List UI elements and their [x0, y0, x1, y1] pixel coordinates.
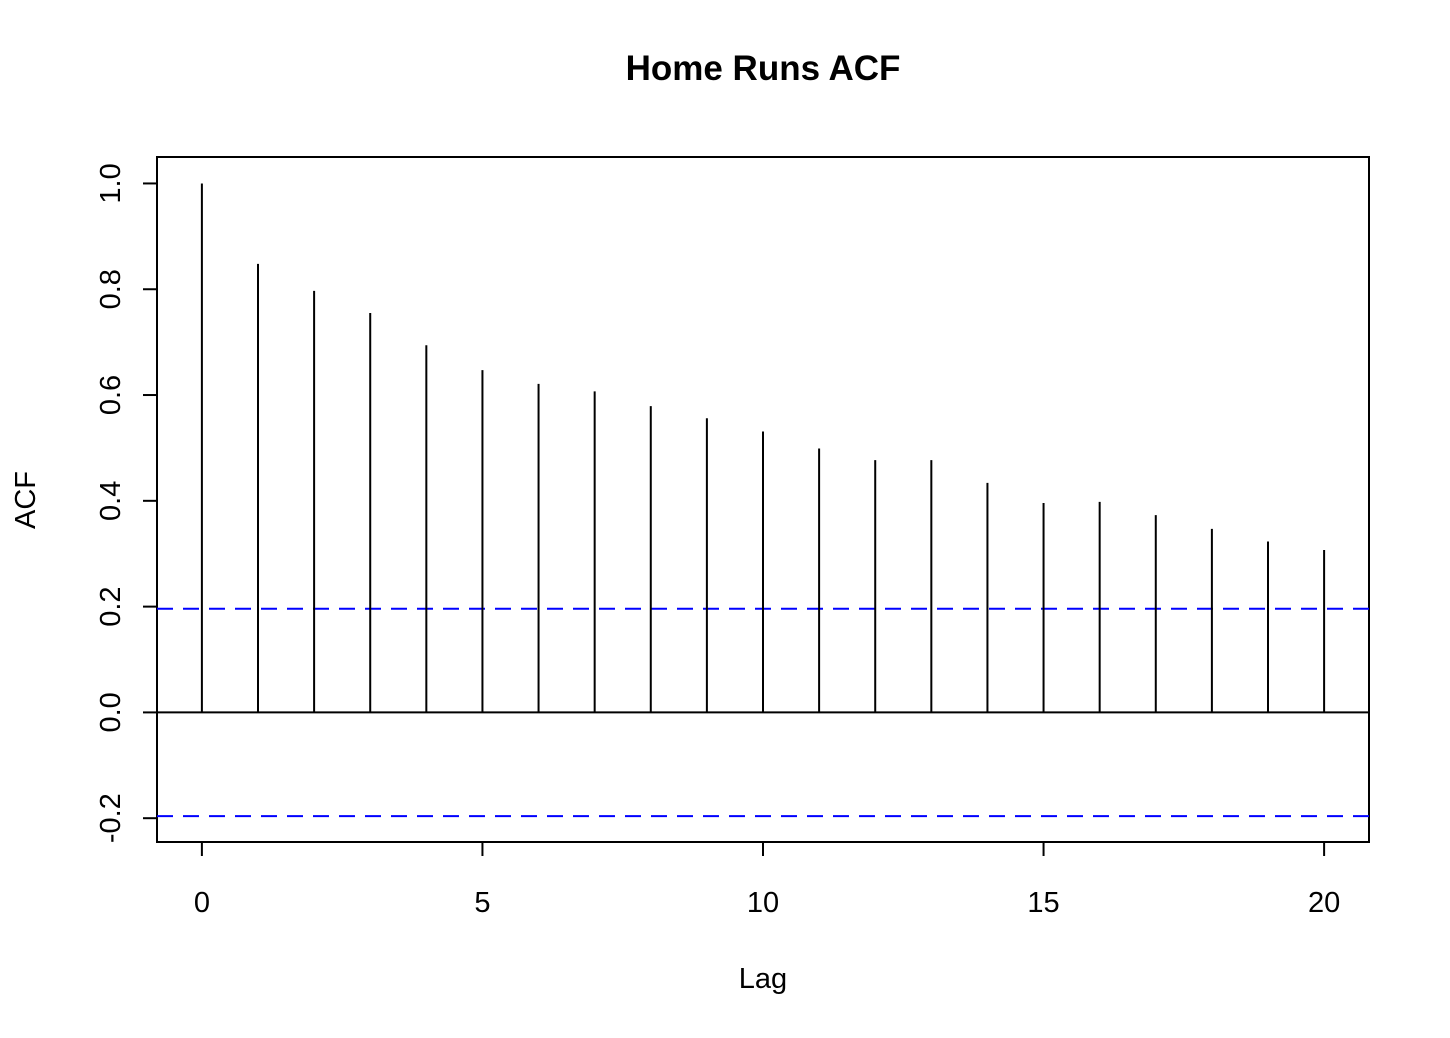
y-axis: -0.2 0.0 0.2 0.4 0.6 0.8 1.0 [95, 163, 157, 843]
x-tick-label: 5 [474, 887, 490, 919]
acf-bars [200, 183, 1326, 713]
y-tick-label: 0.0 [95, 692, 127, 732]
x-tick-label: 20 [1308, 887, 1340, 919]
x-tick-label: 0 [194, 887, 210, 919]
y-tick-label: -0.2 [95, 793, 127, 843]
x-tick-label: 15 [1027, 887, 1059, 919]
y-tick-label: 1.0 [95, 163, 127, 203]
y-tick-label: 0.2 [95, 586, 127, 626]
x-axis-title: Lag [739, 963, 787, 995]
y-axis-title: ACF [10, 471, 42, 529]
y-tick-label: 0.4 [95, 481, 127, 521]
y-tick-label: 0.6 [95, 375, 127, 415]
chart-title: Home Runs ACF [626, 49, 901, 88]
y-tick-label: 0.8 [95, 269, 127, 309]
x-axis: 0 5 10 15 20 [194, 842, 1340, 919]
x-tick-label: 10 [747, 887, 779, 919]
